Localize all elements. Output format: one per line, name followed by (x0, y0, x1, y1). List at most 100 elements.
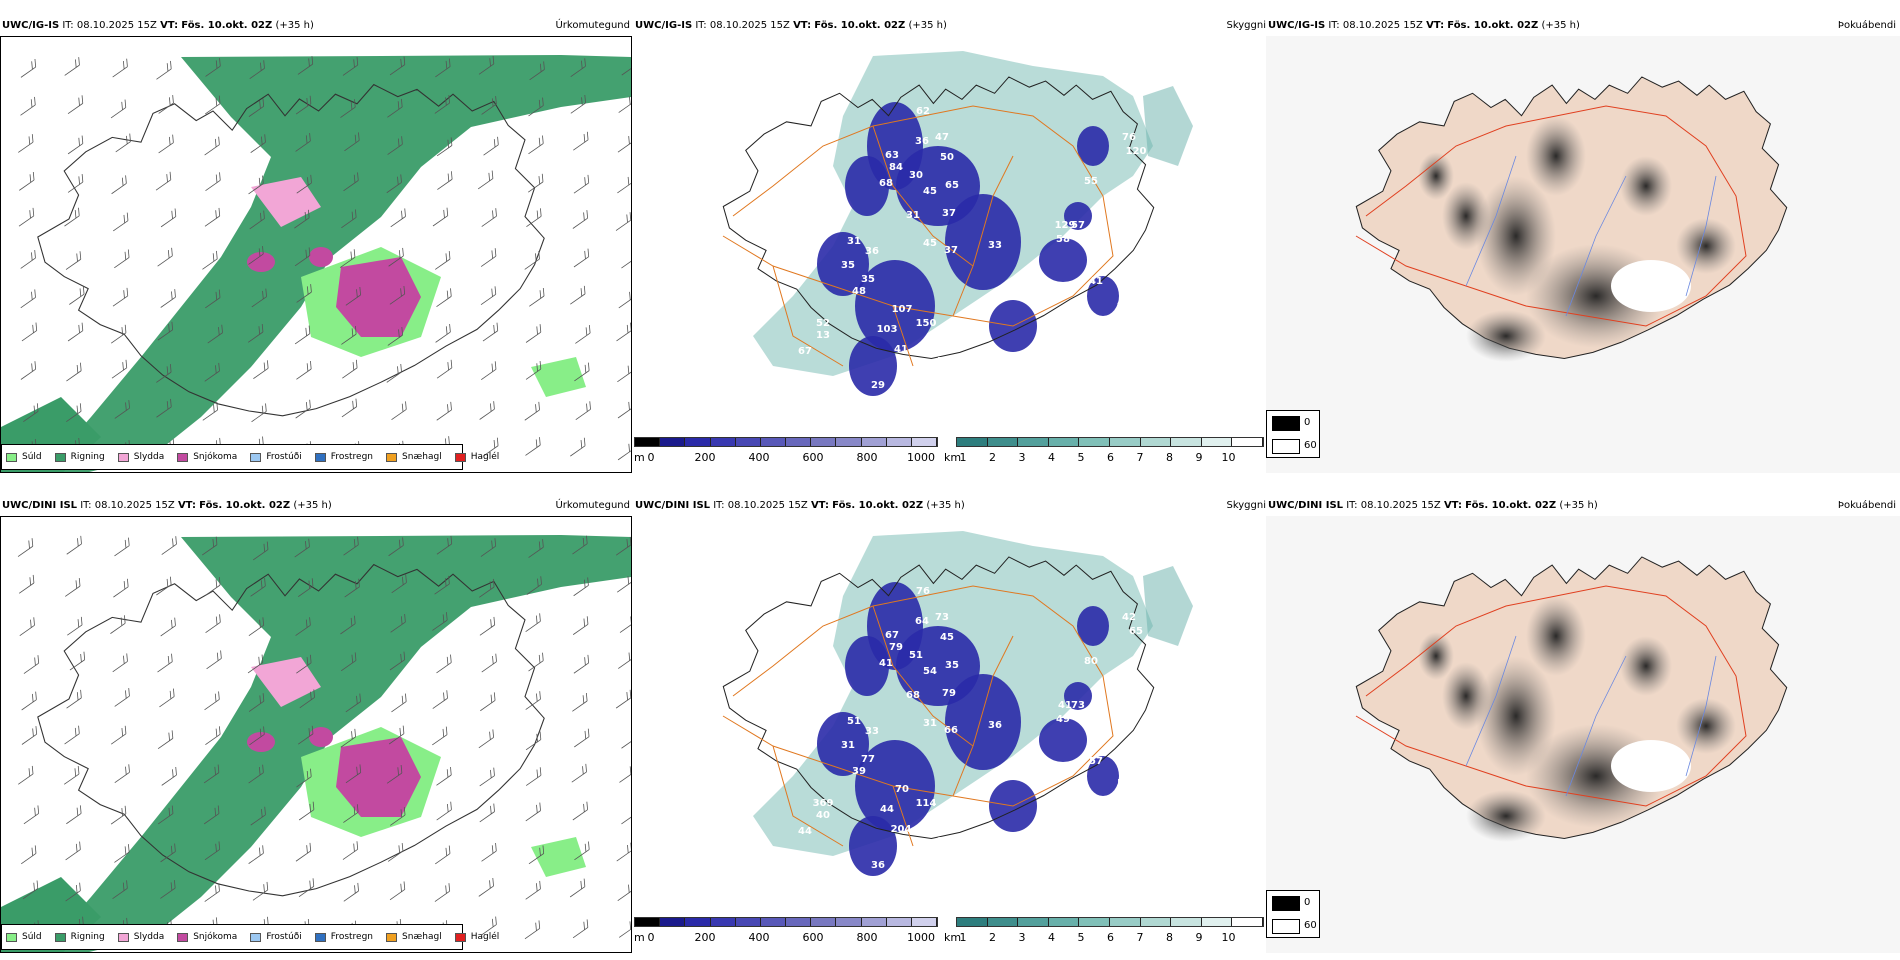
wind-barb (252, 541, 269, 561)
visibility-value-label: 43 (883, 396, 897, 407)
wind-barb (435, 58, 451, 78)
wind-barb (618, 96, 631, 113)
wind-barb (480, 248, 497, 267)
low-ceiling-area (817, 712, 869, 776)
wind-barb (575, 401, 591, 420)
wind-barb (18, 207, 35, 227)
wind-barb (205, 614, 221, 633)
wind-barb (65, 251, 82, 270)
wind-barb (343, 536, 359, 556)
wind-barb (572, 919, 589, 939)
legend-label: Rigning (70, 932, 105, 942)
wind-barb (248, 175, 264, 195)
visibility-value-label: 36 (865, 246, 879, 257)
wind-barb (477, 170, 494, 190)
colorbar-tick: 3 (1018, 451, 1026, 464)
wind-barb (69, 286, 85, 305)
wind-barb (617, 443, 631, 461)
wind-barb (483, 136, 499, 156)
low-ceiling-area (945, 194, 1021, 290)
precip-legend-item: Snæhagl (386, 932, 442, 942)
wind-barb (298, 801, 315, 821)
wind-barb (339, 249, 356, 268)
visibility-value-label: 17 (961, 324, 975, 335)
visibility-value-label: 67 (885, 630, 899, 641)
visibility-value-label: 35 (841, 260, 855, 271)
visibility-value-label: 42 (908, 366, 922, 377)
wind-barb (247, 323, 264, 343)
precip-map[interactable] (0, 36, 632, 473)
wind-barb (204, 883, 220, 902)
wind-barb (18, 134, 34, 153)
wind-barb (617, 174, 631, 194)
visibility-value-label: 31 (847, 236, 861, 247)
colorbar-segment (1109, 918, 1141, 926)
colorbar-segment (1048, 438, 1080, 446)
panel-header: UWC/DINI ISL IT: 08.10.2025 15Z VT: Fös.… (2, 500, 332, 511)
colorbar-segment (786, 918, 812, 926)
wind-barb (525, 613, 541, 632)
snow-area (336, 257, 421, 337)
precip-map[interactable] (0, 516, 632, 953)
visibility-value-label: 58 (1056, 234, 1070, 245)
wind-barb (20, 58, 37, 78)
wind-barb (112, 212, 129, 232)
wind-barb (342, 359, 358, 379)
visibility-value-label: 47 (935, 132, 949, 143)
road-network (1355, 105, 1747, 327)
visibility-value-label: 66 (944, 725, 958, 736)
wind-barb (66, 689, 82, 709)
wind-barb (390, 807, 406, 826)
fog-area (1676, 698, 1736, 754)
visibility-value-label: 114 (916, 798, 937, 809)
wind-barb (481, 96, 497, 115)
wind-barb (481, 916, 497, 936)
snow-area (247, 732, 275, 752)
colorbar-segment (1140, 438, 1172, 446)
wind-barb (161, 766, 177, 786)
wind-barb (112, 653, 128, 673)
wind-barb (340, 652, 357, 672)
ceiling-colorbar: m 0 200 400 600 800 1000 (633, 915, 943, 949)
fog-map[interactable] (1266, 36, 1900, 473)
wind-barb (524, 251, 540, 270)
colorbar-segment (710, 438, 736, 446)
colorbar-tick: 6 (1107, 931, 1114, 944)
fog-area (1466, 310, 1546, 362)
wind-barb (18, 765, 34, 785)
wind-barb (111, 175, 127, 195)
river-network (1465, 635, 1717, 797)
fog-legend-label: 0 (1304, 897, 1311, 908)
wind-barb (388, 247, 404, 267)
visibility-value-label: 36 (915, 136, 929, 147)
visibility-value-label: 107 (892, 304, 913, 315)
wind-barb (69, 651, 86, 671)
fog-legend-label: 0 (1304, 417, 1311, 428)
panel-header: UWC/IG-IS IT: 08.10.2025 15Z VT: Fös. 10… (635, 20, 947, 31)
visibility-value-label: 35 (861, 274, 875, 285)
colorbar-segment (1079, 918, 1110, 926)
wind-barb (22, 880, 39, 900)
wind-barb (251, 288, 267, 308)
field-label: Þokuábendi (1837, 500, 1896, 511)
wind-barb (387, 843, 404, 862)
colorbar-segment (957, 438, 988, 446)
visibility-value-label: 44 (880, 804, 894, 815)
wind-barb (526, 576, 542, 595)
wind-barb (572, 692, 588, 712)
fog-map[interactable] (1266, 516, 1900, 953)
wind-barb (66, 362, 82, 382)
wind-barb (574, 841, 590, 861)
panel-header: UWC/DINI ISL IT: 08.10.2025 15Z VT: Fös.… (635, 500, 965, 511)
colorbar-segment (886, 918, 912, 926)
wind-barb (295, 95, 312, 115)
visibility-value-label: 42 (1122, 612, 1136, 623)
legend-swatch (386, 932, 398, 942)
visibility-colorbar: km 1 2 3 4 5 6 7 8 9 10 (943, 915, 1266, 949)
wind-barb (114, 400, 130, 419)
visibility-value-label: 26 (883, 876, 897, 887)
legend-swatch (314, 932, 326, 942)
visibility-value-label: 52 (816, 318, 830, 329)
